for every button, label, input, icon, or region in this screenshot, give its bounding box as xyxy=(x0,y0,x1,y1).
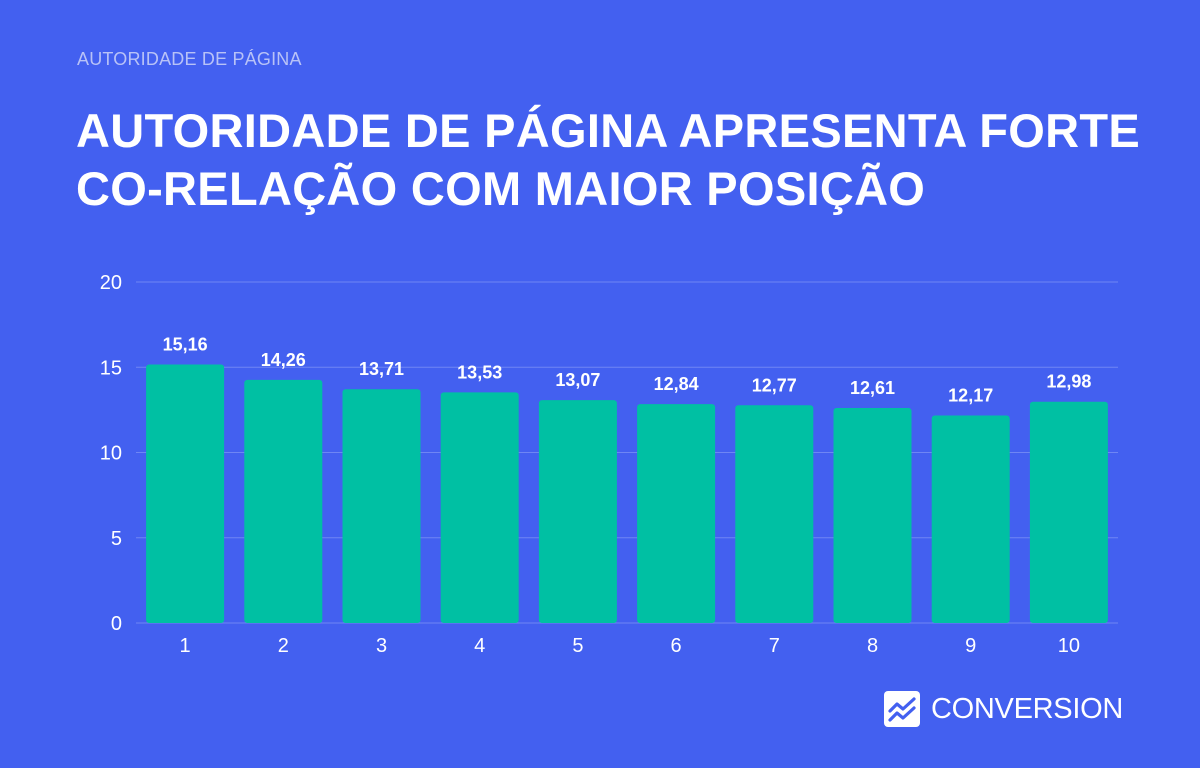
x-tick-label: 7 xyxy=(769,635,780,657)
x-tick-label: 3 xyxy=(376,635,387,657)
bar xyxy=(440,392,519,623)
y-tick-label: 10 xyxy=(100,443,122,465)
brand-logo: CONVERSION xyxy=(884,690,1123,728)
x-tick-label: 10 xyxy=(1058,635,1080,657)
x-tick-label: 4 xyxy=(474,635,485,657)
bar xyxy=(735,405,814,623)
data-label: 12,17 xyxy=(948,386,993,406)
data-label: 13,71 xyxy=(359,359,404,379)
y-tick-label: 20 xyxy=(100,272,122,294)
brand-name: CONVERSION xyxy=(931,692,1123,725)
x-tick-label: 6 xyxy=(671,635,682,657)
y-tick-label: 0 xyxy=(111,613,122,635)
bar xyxy=(342,389,421,623)
x-tick-label: 5 xyxy=(572,635,583,657)
data-label: 13,53 xyxy=(457,362,502,382)
data-label: 14,26 xyxy=(261,350,306,370)
x-tick-label: 8 xyxy=(867,635,878,657)
x-tick-label: 9 xyxy=(965,635,976,657)
bar xyxy=(833,407,912,623)
x-tick-label: 1 xyxy=(180,635,191,657)
chart-title: AUTORIDADE DE PÁGINA APRESENTA FORTE CO-… xyxy=(76,104,1141,215)
data-label: 12,61 xyxy=(850,378,895,398)
data-label: 12,77 xyxy=(752,375,797,395)
data-label: 15,16 xyxy=(163,335,208,355)
bar xyxy=(244,379,323,623)
trend-chart-icon xyxy=(884,691,920,727)
data-label: 13,07 xyxy=(555,370,600,390)
bar xyxy=(538,400,617,623)
x-tick-label: 2 xyxy=(278,635,289,657)
y-tick-label: 15 xyxy=(100,357,122,379)
y-tick-label: 5 xyxy=(111,528,122,550)
bar xyxy=(146,364,225,623)
data-label: 12,84 xyxy=(654,374,699,394)
bar xyxy=(637,404,716,623)
bar xyxy=(1029,401,1108,623)
data-label: 12,98 xyxy=(1046,372,1091,392)
chart-kicker: AUTORIDADE DE PÁGINA xyxy=(77,49,302,69)
bar xyxy=(931,415,1010,623)
